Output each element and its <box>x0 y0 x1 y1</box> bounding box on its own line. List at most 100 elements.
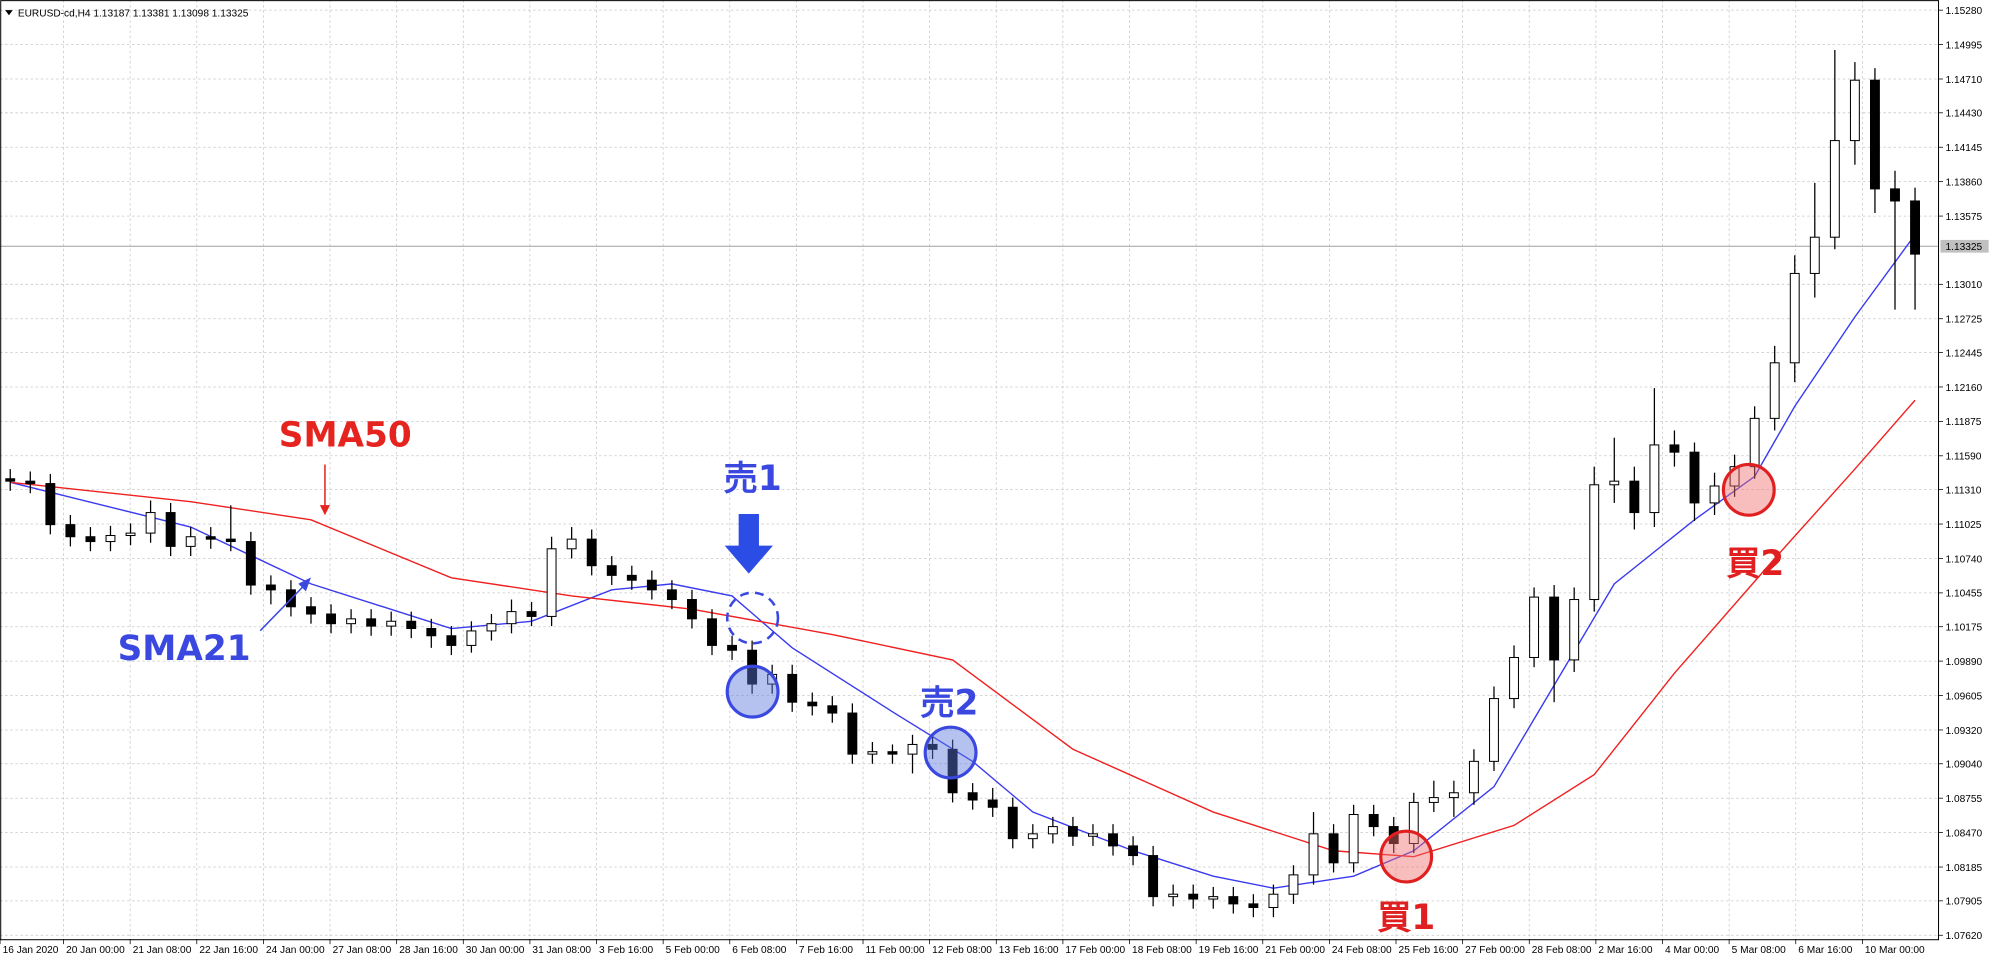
candle-body <box>25 480 36 485</box>
candle-body <box>987 799 998 808</box>
candle-body <box>45 483 56 526</box>
candle-body <box>85 536 96 543</box>
candle-body <box>306 606 316 615</box>
x-tick-label: 28 Jan 16:00 <box>399 945 458 956</box>
candle-body <box>1128 845 1139 857</box>
signal-circle <box>725 591 780 645</box>
y-tick-label: 1.08755 <box>1946 794 1983 805</box>
candle-body <box>707 618 717 646</box>
candle-body <box>466 630 477 646</box>
candle-body <box>386 620 397 627</box>
x-tick-label: 2 Mar 16:00 <box>1598 945 1652 956</box>
candle-body <box>225 538 236 543</box>
candle-body <box>346 618 357 625</box>
x-tick-label: 4 Mar 00:00 <box>1665 945 1719 956</box>
y-tick-label: 1.08185 <box>1946 863 1983 874</box>
x-tick-label: 17 Feb 00:00 <box>1065 945 1125 956</box>
candle-body <box>807 701 818 707</box>
y-tick-label: 1.09605 <box>1946 691 1983 702</box>
candle-body <box>1749 417 1760 468</box>
candle-body <box>1188 893 1199 900</box>
y-tick-label: 1.13860 <box>1946 177 1983 188</box>
signal-circle <box>1721 462 1776 517</box>
y-tick-label: 1.14710 <box>1946 75 1983 86</box>
y-tick-label: 1.11310 <box>1946 485 1982 496</box>
x-tick-label: 11 Feb 00:00 <box>866 945 925 956</box>
candle-body <box>1509 656 1519 700</box>
y-tick-label: 1.07905 <box>1946 897 1983 908</box>
signal-circle <box>923 725 978 780</box>
candle-body <box>205 536 216 540</box>
candle-body <box>1669 444 1680 453</box>
pointer-head <box>298 577 311 592</box>
annotation: 買1 <box>1377 898 1435 938</box>
candle-body <box>1649 444 1660 514</box>
candle-body <box>1890 188 1900 202</box>
candle-body <box>1629 480 1640 514</box>
x-tick-label: 5 Feb 00:00 <box>666 945 720 956</box>
candle-body <box>1910 200 1920 255</box>
chart-title: EURUSD-cd,H4 1.13187 1.13381 1.13098 1.1… <box>18 8 249 19</box>
y-tick-label: 1.09890 <box>1946 657 1983 668</box>
series-label: SMA50 <box>279 416 412 456</box>
pointer-head <box>319 505 331 516</box>
y-tick-label: 1.11875 <box>1946 417 1982 428</box>
series-label: SMA21 <box>118 629 251 669</box>
candle-body <box>426 628 437 637</box>
candle-body <box>1489 698 1499 762</box>
annotation: 買2 <box>1726 544 1784 584</box>
x-tick-label: 21 Feb 00:00 <box>1265 945 1325 956</box>
candle-body <box>1849 79 1860 142</box>
x-tick-label: 10 Mar 00:00 <box>1865 945 1925 956</box>
y-tick-label: 1.13575 <box>1946 212 1983 223</box>
candle-body <box>1428 797 1439 803</box>
candle-body <box>847 712 858 755</box>
candle-body <box>1348 813 1359 864</box>
candle-body <box>727 644 738 651</box>
last-price-label: 1.13325 <box>1946 242 1983 253</box>
candle-body <box>1829 140 1840 238</box>
candle-body <box>907 743 918 755</box>
candle-body <box>1609 480 1620 486</box>
candle-body <box>1448 792 1459 799</box>
pointer-line <box>259 584 306 632</box>
y-tick-label: 1.12160 <box>1946 383 1983 394</box>
x-tick-label: 24 Feb 08:00 <box>1332 945 1392 956</box>
candle-body <box>827 705 838 714</box>
x-tick-label: 28 Feb 08:00 <box>1532 945 1592 956</box>
y-tick-label: 1.10175 <box>1946 623 1983 634</box>
candle-body <box>1248 903 1259 909</box>
candle-body <box>1869 79 1880 190</box>
candle-body <box>1529 596 1540 659</box>
x-tick-label: 7 Feb 16:00 <box>799 945 853 956</box>
y-tick-label: 1.14145 <box>1946 143 1983 154</box>
candle-body <box>666 589 677 601</box>
candle-body <box>1007 806 1018 840</box>
candle-body <box>1148 855 1159 898</box>
x-tick-label: 18 Feb 08:00 <box>1132 945 1192 956</box>
annotation: 売1 <box>724 459 782 499</box>
candle-body <box>506 611 517 625</box>
candle-body <box>1088 833 1098 837</box>
candle-body <box>626 574 637 581</box>
x-tick-label: 20 Jan 00:00 <box>66 945 125 956</box>
y-tick-label: 1.11025 <box>1946 520 1982 531</box>
candle-body <box>526 611 537 617</box>
candle-body <box>1769 362 1780 419</box>
x-tick-label: 13 Feb 16:00 <box>999 945 1059 956</box>
x-tick-label: 25 Feb 16:00 <box>1399 945 1459 956</box>
signal-circle <box>1379 829 1434 884</box>
annotation: 売2 <box>920 683 978 723</box>
y-tick-label: 1.14430 <box>1946 109 1983 120</box>
candle-body <box>586 538 597 567</box>
candle-body <box>687 599 697 620</box>
x-tick-label: 22 Jan 16:00 <box>199 945 258 956</box>
x-tick-label: 6 Mar 16:00 <box>1798 945 1852 956</box>
overlay: SMA21 SMA50 売1 売2 買1 買2 <box>118 416 1785 938</box>
candle-body <box>5 478 16 482</box>
candle-body <box>326 613 336 625</box>
candle-body <box>65 524 76 538</box>
candle-body <box>1067 826 1078 837</box>
candle-body <box>566 538 577 550</box>
